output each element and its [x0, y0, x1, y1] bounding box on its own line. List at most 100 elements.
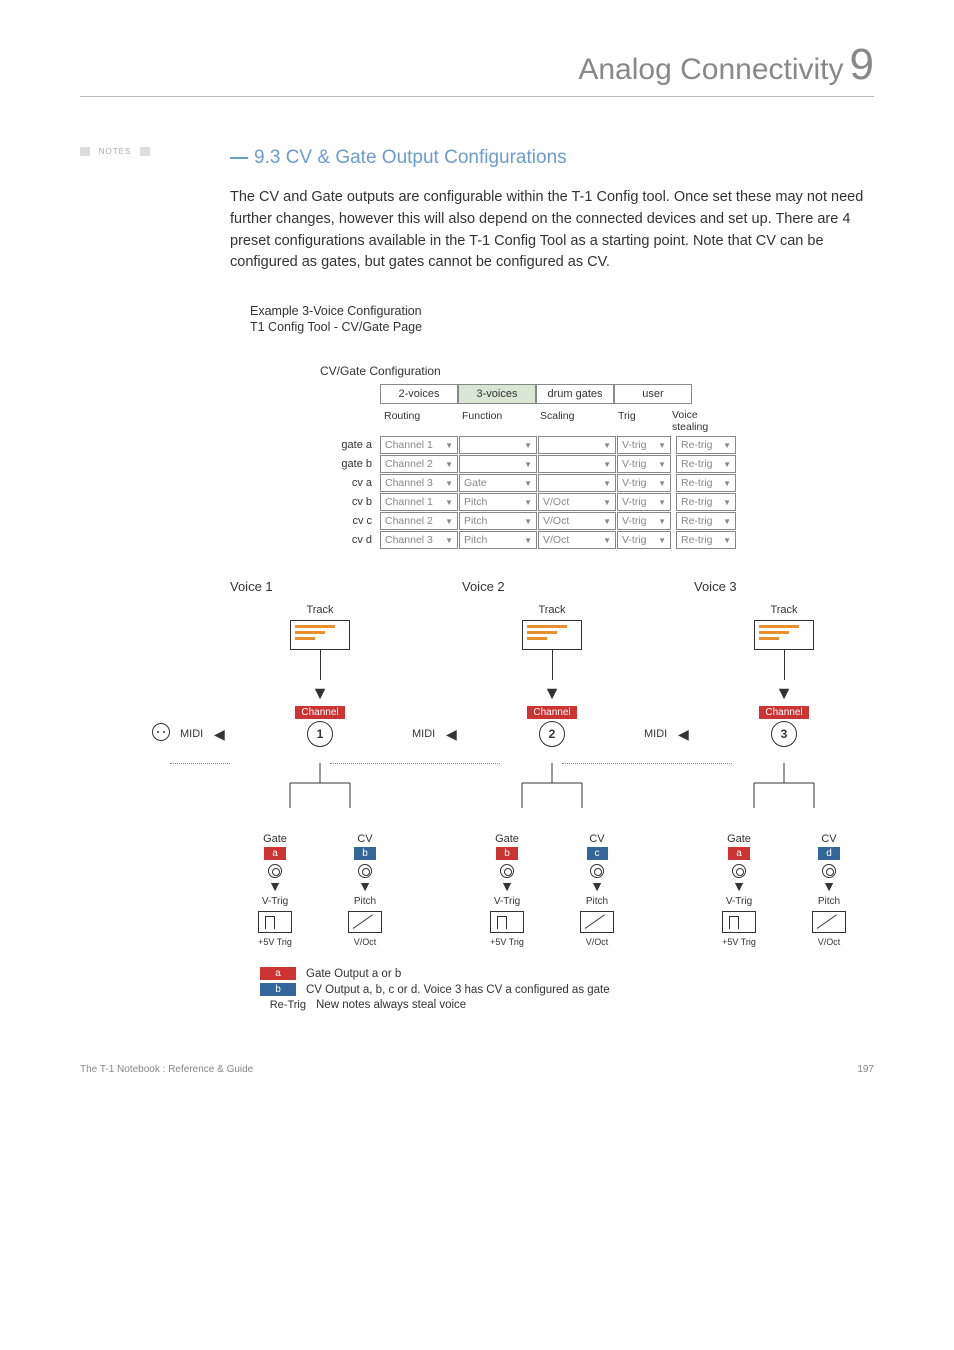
cv-output: CVd▼PitchV/Oct — [799, 833, 859, 947]
jack-icon — [358, 864, 372, 878]
legend-text-retrig: New notes always steal voice — [316, 999, 466, 1011]
arrow-down-icon: ▼ — [462, 684, 642, 702]
tab-drum-gates[interactable]: drum gates — [536, 384, 614, 404]
voice-stealing-select[interactable]: Re-trig▼ — [676, 455, 736, 473]
scaling-select[interactable]: V/Oct▼ — [538, 512, 616, 530]
row-label: cv c — [320, 515, 380, 527]
gate-label: Gate — [709, 833, 769, 845]
page-footer: The T-1 Notebook : Reference & Guide 197 — [80, 1064, 874, 1075]
legend-text-cv: CV Output a, b, c or d. Voice 3 has CV a… — [306, 984, 610, 996]
scaling-select[interactable]: ▼ — [538, 436, 616, 454]
trig-select[interactable]: V-trig▼ — [617, 512, 671, 530]
arrow-down-icon: ▼ — [694, 684, 874, 702]
cv-badge: c — [587, 847, 608, 860]
tab-user[interactable]: user — [614, 384, 692, 404]
function-select[interactable]: Pitch▼ — [459, 493, 537, 511]
config-row-cv-a: cv aChannel 3▼Gate▼▼V-trig▼Re-trig▼ — [320, 474, 874, 492]
dotted-line — [170, 763, 230, 764]
function-select[interactable]: ▼ — [459, 436, 537, 454]
connector-line — [320, 650, 321, 680]
cv-label: CV — [567, 833, 627, 845]
legend-key-retrig: Re-Trig — [260, 999, 306, 1011]
voice-stealing-select[interactable]: Re-trig▼ — [676, 474, 736, 492]
scaling-select[interactable]: ▼ — [538, 474, 616, 492]
scaling-select[interactable]: V/Oct▼ — [538, 531, 616, 549]
signal-shape-icon — [580, 911, 614, 933]
arrow-down-icon: ▼ — [799, 882, 859, 890]
tab-2-voices[interactable]: 2-voices — [380, 384, 458, 404]
routing-select[interactable]: Channel 3▼ — [380, 474, 458, 492]
col-scaling: Scaling — [536, 408, 614, 435]
notes-tag: NOTES — [80, 147, 150, 156]
track-label: Track — [694, 604, 874, 616]
gate-badge: a — [264, 847, 286, 860]
gate-output: Gateb▼V-Trig+5V Trig — [477, 833, 537, 947]
voice-title: Voice 2 — [462, 579, 642, 594]
channel-circle: 1 — [307, 721, 333, 747]
signal-sublabel: +5V Trig — [477, 937, 537, 947]
function-select[interactable]: Pitch▼ — [459, 531, 537, 549]
row-label: cv a — [320, 477, 380, 489]
tab-3-voices[interactable]: 3-voices — [458, 384, 536, 404]
jack-icon — [822, 864, 836, 878]
chevron-down-icon: ▼ — [603, 441, 611, 450]
channel-circle: 2 — [539, 721, 565, 747]
channel-label: Channel — [759, 706, 808, 719]
chevron-down-icon: ▼ — [723, 517, 731, 526]
signal-sublabel: V/Oct — [335, 937, 395, 947]
routing-select[interactable]: Channel 2▼ — [380, 512, 458, 530]
trig-select[interactable]: V-trig▼ — [617, 493, 671, 511]
jack-icon — [732, 864, 746, 878]
voice-stealing-select[interactable]: Re-trig▼ — [676, 512, 736, 530]
function-select[interactable]: ▼ — [459, 455, 537, 473]
voice-stealing-select[interactable]: Re-trig▼ — [676, 531, 736, 549]
chevron-down-icon: ▼ — [445, 441, 453, 450]
chevron-down-icon: ▼ — [603, 536, 611, 545]
midi-din-icon — [152, 723, 170, 741]
trig-select[interactable]: V-trig▼ — [617, 531, 671, 549]
legend-text-gate: Gate Output a or b — [306, 968, 401, 980]
routing-select[interactable]: Channel 3▼ — [380, 531, 458, 549]
signal-sublabel: +5V Trig — [245, 937, 305, 947]
signal-label: Pitch — [335, 896, 395, 907]
signal-label: Pitch — [799, 896, 859, 907]
signal-shape-icon — [812, 911, 846, 933]
chevron-down-icon: ▼ — [524, 460, 532, 469]
voice-1: Voice 1Track▼ChannelMIDI◀1Gatea▼V-Trig+5… — [230, 579, 410, 947]
chevron-down-icon: ▼ — [445, 479, 453, 488]
track-label: Track — [230, 604, 410, 616]
signal-label: Pitch — [567, 896, 627, 907]
chevron-down-icon: ▼ — [658, 517, 666, 526]
trig-select[interactable]: V-trig▼ — [617, 455, 671, 473]
midi-label: MIDI — [644, 728, 667, 740]
voice-stealing-select[interactable]: Re-trig▼ — [676, 436, 736, 454]
chevron-down-icon: ▼ — [445, 498, 453, 507]
config-row-cv-d: cv dChannel 3▼Pitch▼V/Oct▼V-trig▼ Re-trig… — [320, 531, 874, 549]
channel-circle: 3 — [771, 721, 797, 747]
col-routing: Routing — [380, 408, 458, 435]
signal-sublabel: +5V Trig — [709, 937, 769, 947]
routing-select[interactable]: Channel 2▼ — [380, 455, 458, 473]
arrow-down-icon: ▼ — [709, 882, 769, 890]
config-title: CV/Gate Configuration — [320, 364, 874, 378]
scaling-select[interactable]: V/Oct▼ — [538, 493, 616, 511]
connector-line — [784, 650, 785, 680]
function-select[interactable]: Pitch▼ — [459, 512, 537, 530]
voice-3: Voice 3Track▼ChannelMIDI◀3Gatea▼V-Trig+5… — [694, 579, 874, 947]
chevron-down-icon: ▼ — [524, 479, 532, 488]
function-select[interactable]: Gate▼ — [459, 474, 537, 492]
gate-label: Gate — [245, 833, 305, 845]
track-box — [754, 620, 814, 650]
routing-select[interactable]: Channel 1▼ — [380, 436, 458, 454]
channel-label: Channel — [527, 706, 576, 719]
scaling-select[interactable]: ▼ — [538, 455, 616, 473]
split-connector — [724, 763, 844, 813]
routing-select[interactable]: Channel 1▼ — [380, 493, 458, 511]
chevron-down-icon: ▼ — [658, 441, 666, 450]
voice-stealing-select[interactable]: Re-trig▼ — [676, 493, 736, 511]
example-line1: Example 3-Voice Configuration — [250, 304, 874, 318]
trig-select[interactable]: V-trig▼ — [617, 474, 671, 492]
trig-select[interactable]: V-trig▼ — [617, 436, 671, 454]
arrow-left-icon: ◀ — [446, 726, 457, 743]
row-label: cv d — [320, 534, 380, 546]
